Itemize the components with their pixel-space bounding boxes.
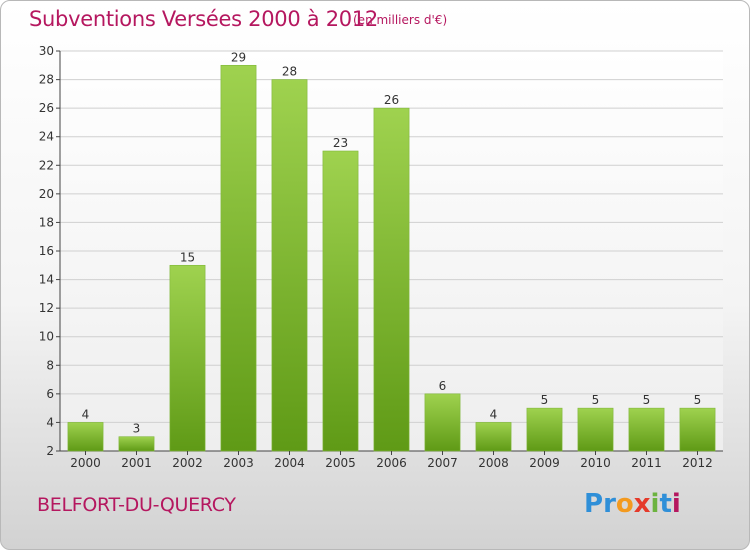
x-tick-label: 2007 <box>427 456 458 470</box>
bar <box>679 407 716 452</box>
y-tick-label: 10 <box>39 330 54 344</box>
y-tick-label: 26 <box>39 101 54 115</box>
bar-value-label: 28 <box>282 65 297 79</box>
chart-subtitle: (en milliers d'€) <box>353 13 448 27</box>
x-tick-label: 2004 <box>274 456 305 470</box>
bar-value-label: 5 <box>592 393 600 407</box>
bar-value-label: 5 <box>643 393 651 407</box>
x-tick-label: 2012 <box>682 456 713 470</box>
y-tick-label: 20 <box>39 187 54 201</box>
x-tick-label: 2008 <box>478 456 509 470</box>
y-tick-label: 18 <box>39 215 54 229</box>
y-tick-label: 28 <box>39 73 54 87</box>
chart-title: Subventions Versées 2000 à 2012 <box>29 7 378 31</box>
y-tick-label: 2 <box>46 444 54 458</box>
y-tick-label: 6 <box>46 387 54 401</box>
x-tick-label: 2000 <box>70 456 101 470</box>
proxiti-logo: Proxiti <box>584 489 681 519</box>
bar <box>475 422 512 452</box>
bar-value-label: 6 <box>439 379 447 393</box>
y-tick-label: 22 <box>39 158 54 172</box>
x-tick-label: 2001 <box>121 456 152 470</box>
logo-letter: P <box>584 489 604 519</box>
bar <box>220 64 257 452</box>
y-tick-label: 16 <box>39 244 54 258</box>
bar-value-label: 5 <box>541 393 549 407</box>
x-tick-label: 2011 <box>631 456 662 470</box>
x-tick-label: 2002 <box>172 456 203 470</box>
bar-value-label: 23 <box>333 136 348 150</box>
bar-value-label: 26 <box>384 93 399 107</box>
y-tick-label: 24 <box>39 130 54 144</box>
x-tick-label: 2005 <box>325 456 356 470</box>
x-tick-label: 2010 <box>580 456 611 470</box>
bar <box>373 107 410 452</box>
bar <box>322 150 359 452</box>
bar <box>67 422 104 452</box>
y-tick-label: 8 <box>46 358 54 372</box>
commune-name: BELFORT-DU-QUERCY <box>37 494 236 516</box>
x-tick-label: 2003 <box>223 456 254 470</box>
bar-value-label: 29 <box>231 50 246 64</box>
bar <box>169 264 206 452</box>
bar-value-label: 4 <box>490 407 498 421</box>
bar <box>577 407 614 452</box>
logo-letter: i <box>671 489 681 519</box>
y-tick-label: 14 <box>39 273 54 287</box>
bar-value-label: 4 <box>82 407 90 421</box>
y-tick-label: 30 <box>39 44 54 58</box>
bar <box>424 393 461 452</box>
bar <box>118 436 155 452</box>
x-tick-label: 2009 <box>529 456 560 470</box>
bar <box>526 407 563 452</box>
bar-value-label: 3 <box>133 422 141 436</box>
bar-value-label: 5 <box>694 393 702 407</box>
logo-letter: t <box>659 489 672 519</box>
logo-letter: r <box>603 489 616 519</box>
logo-letter: o <box>615 489 634 519</box>
logo-letter: x <box>633 489 651 519</box>
x-tick-label: 2006 <box>376 456 407 470</box>
y-tick-label: 4 <box>46 415 54 429</box>
bar <box>271 79 308 452</box>
bar <box>628 407 665 452</box>
y-tick-label: 12 <box>39 301 54 315</box>
logo-letter: i <box>650 489 660 519</box>
bar-value-label: 15 <box>180 250 195 264</box>
